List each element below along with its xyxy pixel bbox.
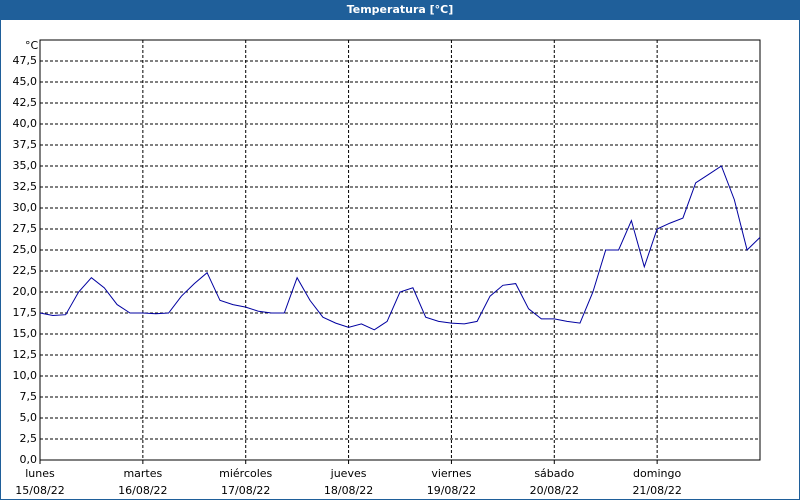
temperature-line xyxy=(39,165,761,331)
y-tick-label: 40,0 xyxy=(13,117,38,130)
x-tick-day: jueves xyxy=(330,467,367,480)
y-tick-label: 7,5 xyxy=(20,390,38,403)
y-tick-label: 42,5 xyxy=(13,96,38,109)
title-bar xyxy=(0,0,800,20)
x-tick-day: martes xyxy=(123,467,162,480)
y-tick-label: 2,5 xyxy=(20,432,38,445)
y-tick-label: 47,5 xyxy=(13,54,38,67)
y-tick-label: 12,5 xyxy=(13,348,38,361)
x-tick-day: domingo xyxy=(633,467,681,480)
x-tick-date: 20/08/22 xyxy=(530,484,579,497)
x-tick-date: 17/08/22 xyxy=(221,484,270,497)
x-tick-date: 15/08/22 xyxy=(15,484,64,497)
x-tick-day: viernes xyxy=(431,467,471,480)
x-tick-date: 21/08/22 xyxy=(632,484,681,497)
x-tick-date: 18/08/22 xyxy=(324,484,373,497)
y-tick-label: 20,0 xyxy=(13,285,38,298)
y-tick-label: 35,0 xyxy=(13,159,38,172)
y-tick-label: 30,0 xyxy=(13,201,38,214)
y-tick-label: 32,5 xyxy=(13,180,38,193)
y-tick-label: 5,0 xyxy=(20,411,38,424)
x-tick-date: 19/08/22 xyxy=(427,484,476,497)
y-unit: °C xyxy=(25,39,39,52)
y-tick-label: 37,5 xyxy=(13,138,38,151)
y-tick-label: 0,0 xyxy=(20,453,38,466)
y-tick-label: 22,5 xyxy=(13,264,38,277)
x-tick-day: sábado xyxy=(534,467,574,480)
chart-title: Temperatura [°C] xyxy=(347,3,454,16)
y-tick-label: 45,0 xyxy=(13,75,38,88)
y-tick-label: 10,0 xyxy=(13,369,38,382)
y-tick-label: 17,5 xyxy=(13,306,38,319)
x-tick-day: lunes xyxy=(25,467,55,480)
y-tick-label: 27,5 xyxy=(13,222,38,235)
x-tick-day: miércoles xyxy=(219,467,272,480)
y-tick-label: 25,0 xyxy=(13,243,38,256)
x-tick-date: 16/08/22 xyxy=(118,484,167,497)
y-tick-label: 15,0 xyxy=(13,327,38,340)
